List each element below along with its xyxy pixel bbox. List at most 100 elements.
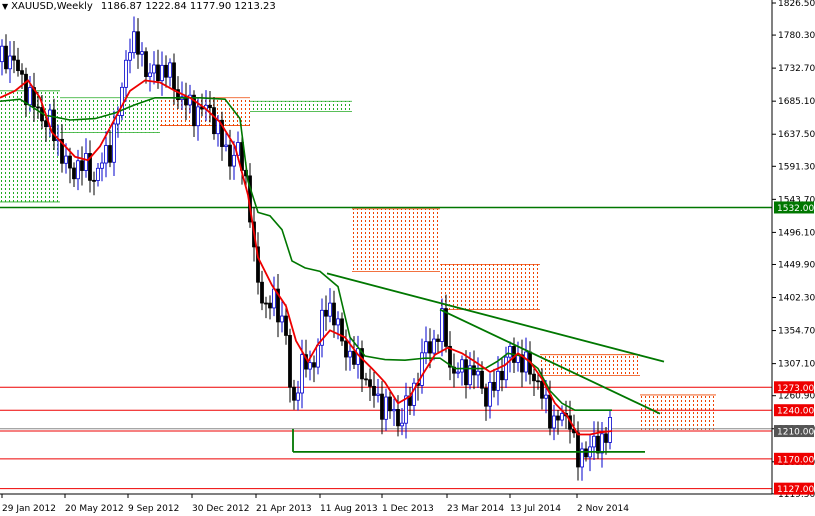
cloud-segment [250, 101, 352, 112]
symbol-label: XAUUSD,Weekly [11, 1, 93, 12]
candle-body [12, 55, 16, 61]
candle-body [192, 94, 196, 127]
candle-body [148, 72, 152, 77]
candle-body [60, 138, 64, 164]
candle-body [520, 354, 524, 373]
candle-body [152, 64, 156, 74]
candle-body [300, 354, 304, 394]
candle-body [556, 415, 560, 421]
x-tick-label: 23 Mar 2014 [447, 504, 504, 514]
price-tag-label: 1240.00 [777, 407, 814, 417]
candles [0, 16, 612, 481]
candle-body [376, 393, 380, 396]
candle-body [196, 106, 200, 127]
x-tick-label: 2 Nov 2014 [577, 504, 629, 514]
ohlc-readout: 1186.87 1222.84 1177.90 1213.23 [100, 1, 276, 12]
tenkan-line [0, 79, 613, 436]
y-tick-label: 1685.10 [778, 97, 815, 107]
y-tick-label: 1780.30 [778, 31, 815, 41]
candle-body [108, 145, 112, 163]
y-tick-label: 1637.50 [778, 130, 815, 140]
candle-body [64, 155, 68, 164]
candle-body [164, 64, 168, 78]
candle-body [352, 350, 356, 365]
candle-body [544, 394, 548, 399]
candle-body [464, 359, 468, 386]
candle-body [316, 344, 320, 368]
candle-body [112, 123, 116, 163]
candle-body [284, 315, 288, 336]
y-tick-label: 1402.30 [778, 294, 815, 304]
price-tag-label: 1210.00 [777, 428, 814, 438]
price-tag-box [774, 482, 814, 495]
candle-body [500, 370, 504, 381]
x-tick-label: 11 Aug 2013 [320, 504, 378, 514]
candle-body [380, 393, 384, 420]
candle-body [4, 45, 8, 70]
candle-body [132, 31, 136, 54]
candle-body [172, 62, 176, 91]
price-tag-label: 1273.00 [777, 384, 814, 394]
candle-body [584, 448, 588, 458]
price-tag-box [774, 381, 814, 394]
trendline-resistance-2 [439, 308, 661, 415]
candle-body [552, 415, 556, 429]
y-tick-label: 1496.10 [778, 228, 815, 238]
kijun-line [0, 96, 612, 412]
candle-body [460, 359, 464, 373]
candle-body [392, 409, 396, 412]
candle-body [276, 288, 280, 323]
candle-body [144, 51, 148, 77]
candle-body [100, 162, 104, 169]
ichimoku-cloud [0, 90, 716, 432]
candle-body [84, 153, 88, 171]
y-tick-label: 1307.10 [778, 360, 815, 370]
price-tag-box [774, 425, 814, 438]
candle-body [168, 62, 172, 78]
candle-body [268, 302, 272, 309]
price-tag-box [774, 452, 814, 465]
candle-body [592, 435, 596, 448]
symbol-menu-arrow-icon[interactable]: ▼ [2, 2, 9, 11]
candle-body [0, 45, 4, 63]
candle-body [400, 422, 404, 427]
price-tags: 1532.00 1273.00 1240.00 1210.00 1170.00 1127.… [774, 201, 814, 495]
candle-body [432, 338, 436, 354]
candle-body [360, 348, 364, 380]
indicator-lines [0, 79, 613, 436]
candle-body [436, 338, 440, 342]
trendlines [292, 272, 665, 453]
candle-body [508, 346, 512, 358]
candle-body [176, 89, 180, 101]
y-tick-label: 1354.70 [778, 327, 815, 337]
candle-body [44, 120, 48, 128]
x-axis-ticks: 29 Jan 2012 20 May 2012 9 Sep 2012 30 Dec 2… [1, 494, 629, 514]
candle-body [412, 382, 416, 406]
candle-body [600, 433, 604, 454]
candle-body [476, 370, 480, 376]
candle-body [428, 341, 432, 354]
candle-body [124, 59, 128, 88]
y-tick-label: 1260.90 [778, 392, 815, 402]
candle-body [264, 302, 268, 305]
candle-body [308, 362, 312, 370]
y-tick-label: 1543.70 [778, 195, 815, 205]
candle-body [188, 94, 192, 106]
candle-body [456, 371, 460, 374]
candle-body [104, 145, 108, 164]
trendline-resistance-1 [326, 272, 665, 363]
candle-body [496, 370, 500, 391]
candle-body [492, 381, 496, 391]
candle-body [220, 119, 224, 147]
price-axis [0, 0, 773, 495]
candle-body [524, 351, 528, 373]
candle-body [92, 179, 96, 182]
candle-body [140, 51, 144, 55]
y-axis-ticks: 1826.50 1780.30 1732.70 1685.10 1637.50 1591.… [772, 0, 815, 500]
candle-body [68, 155, 72, 169]
x-tick-label: 30 Dec 2012 [192, 504, 250, 514]
candle-body [256, 246, 260, 283]
candle-body [548, 394, 552, 429]
candle-body [348, 350, 352, 358]
